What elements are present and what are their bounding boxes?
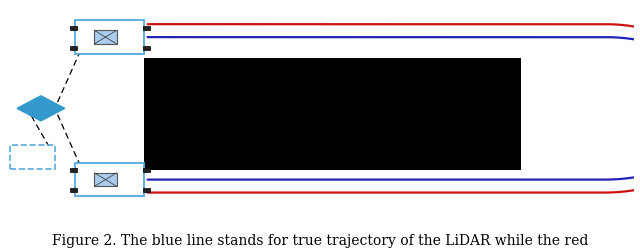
Bar: [70, 27, 77, 31]
Bar: [10, 145, 55, 170]
Bar: [143, 189, 150, 192]
Bar: [76, 21, 145, 55]
Polygon shape: [17, 96, 65, 122]
Bar: [143, 27, 150, 31]
Bar: [76, 163, 145, 196]
Bar: [143, 169, 150, 172]
Bar: [70, 169, 77, 172]
Bar: [145, 58, 521, 170]
Text: Figure 2. The blue line stands for true trajectory of the LiDAR while the red: Figure 2. The blue line stands for true …: [52, 234, 588, 247]
Bar: [95, 31, 116, 45]
Bar: [95, 173, 116, 186]
Bar: [143, 47, 150, 51]
Bar: [70, 189, 77, 192]
Bar: [70, 47, 77, 51]
